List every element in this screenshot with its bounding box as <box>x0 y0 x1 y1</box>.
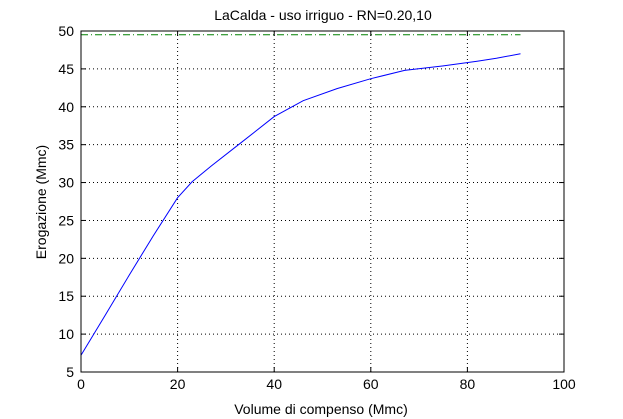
x-tick-label: 60 <box>363 376 379 392</box>
y-tick-label: 15 <box>58 288 74 304</box>
axis-ticks: 0 20 40 60 80 100 5 10 15 20 25 30 35 40 45 50 <box>58 23 575 392</box>
y-tick-label: 35 <box>58 137 74 153</box>
series-lines <box>80 34 521 356</box>
y-axis-label: Erogazione (Mmc) <box>33 145 49 259</box>
x-axis-label: Volume di compenso (Mmc) <box>234 401 408 417</box>
grid-lines <box>81 31 564 372</box>
chart-title: LaCalda - uso irriguo - RN=0.20,10 <box>214 7 432 23</box>
y-tick-label: 5 <box>66 364 74 380</box>
y-tick-label: 40 <box>58 99 74 115</box>
y-tick-label: 50 <box>58 23 74 39</box>
plot-area-frame <box>80 30 565 373</box>
y-tick-label: 45 <box>58 61 74 77</box>
series-line-erogazione <box>80 53 521 356</box>
y-tick-label: 25 <box>58 212 74 228</box>
y-tick-label: 30 <box>58 175 74 191</box>
x-tick-label: 100 <box>552 376 576 392</box>
y-tick-label: 10 <box>58 326 74 342</box>
x-tick-label: 0 <box>77 376 85 392</box>
x-tick-label: 20 <box>170 376 186 392</box>
y-tick-label: 20 <box>58 250 74 266</box>
x-tick-label: 40 <box>266 376 282 392</box>
x-tick-label: 80 <box>460 376 476 392</box>
